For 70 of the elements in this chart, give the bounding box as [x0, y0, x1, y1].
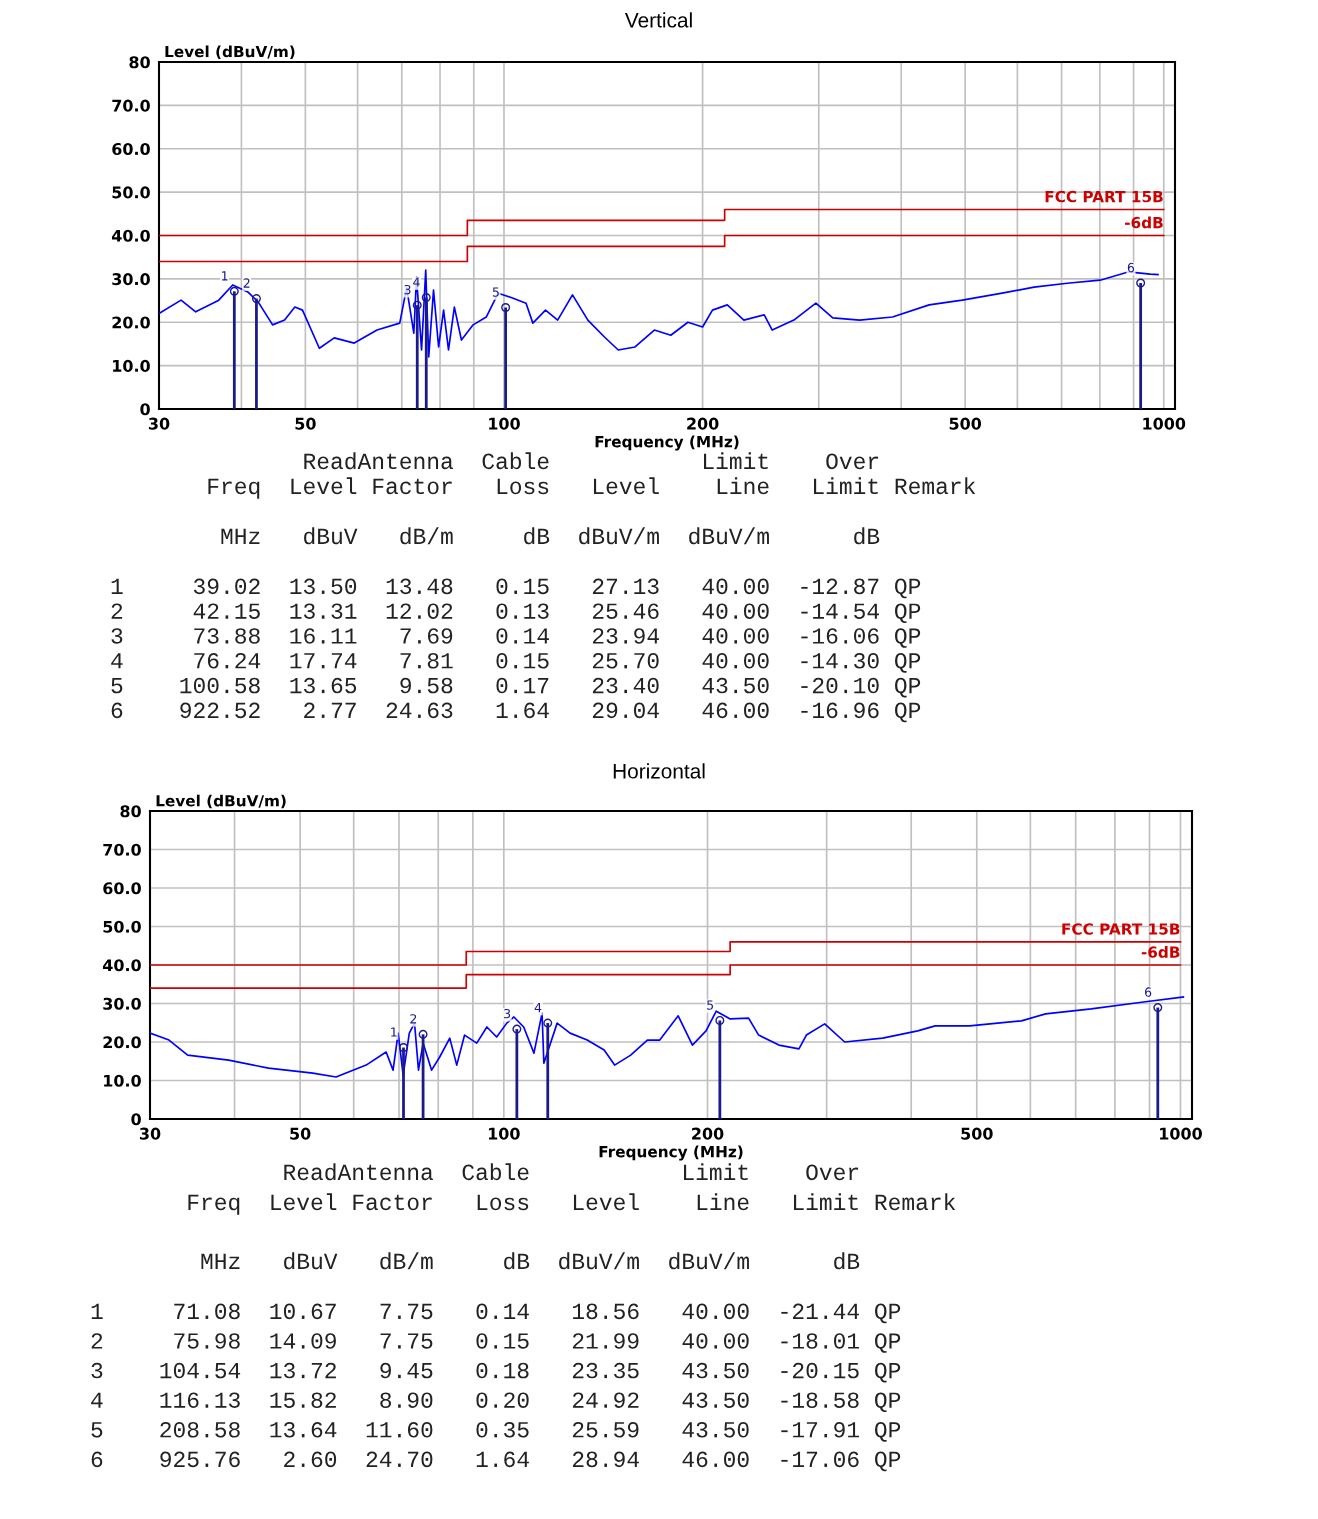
y-tick-label: 20.0	[112, 316, 150, 329]
text: 6 922.52 2.77 24.63 1.64 29.04 46.00 -16.96 QP	[111, 702, 921, 723]
y-tick-label: 60.0	[103, 882, 141, 895]
text: 4 76.24 17.74 7.81 0.15 25.70 40.00 -14.30 QP	[111, 653, 921, 673]
annotation: 3	[504, 1008, 511, 1019]
annotation: 2	[410, 1014, 417, 1024]
text: Freq Level Factor Loss Level Line Limit Remark	[208, 477, 976, 499]
x-tick-label: 500	[949, 417, 982, 430]
annotation: 4	[413, 277, 420, 287]
x-tick-label: 30	[139, 1127, 161, 1140]
y-tick-label: 20.0	[103, 1036, 141, 1049]
annotation: -6dB	[1141, 946, 1180, 958]
text: 3 104.54 13.72 9.45 0.18 23.35 43.50 -20.15 QP	[91, 1362, 901, 1383]
annotation: 5	[492, 287, 499, 297]
text: 6 925.76 2.60 24.70 1.64 28.94 46.00 -17.06 QP	[91, 1451, 901, 1472]
annotation: 3	[404, 284, 411, 295]
text: 5 208.58 13.64 11.60 0.35 25.59 43.50 -17.91 QP	[91, 1422, 901, 1442]
y-tick-label: 80	[120, 805, 141, 818]
text: Freq Level Factor Loss Level Line Limit Remark	[188, 1193, 956, 1215]
annotation: -6dB	[1125, 216, 1163, 229]
y-tick-label: 30.0	[112, 273, 150, 286]
y-tick-label: 50.0	[103, 920, 141, 933]
y-tick-label: 0	[140, 403, 150, 416]
y-axis-title: Level (dBuV/m)	[165, 45, 295, 60]
x-tick-label: 200	[692, 1127, 724, 1140]
y-tick-label: 0	[131, 1113, 141, 1126]
y-tick-label: 10.0	[113, 359, 150, 372]
x-tick-label: 50	[290, 1127, 311, 1140]
text: ReadAntenna Cable Limit Over	[284, 1163, 859, 1181]
y-tick-label: 80	[129, 56, 150, 69]
text: ReadAntenna Cable Limit Over	[304, 452, 879, 470]
text: 3 73.88 16.11 7.69 0.14 23.94 40.00 -16.06 QP	[111, 628, 921, 648]
text: MHz dBuV dB/m dB dBuV/m dBuV/m dB	[221, 527, 880, 545]
y-tick-label: 10.0	[104, 1074, 141, 1087]
y-tick-label: 30.0	[103, 997, 141, 1010]
x-tick-label: 100	[488, 1127, 520, 1140]
y-tick-label: 40.0	[111, 229, 150, 242]
x-axis-title: Frequency (MHz)	[599, 1145, 743, 1161]
text: 2 75.98 14.09 7.75 0.15 21.99 40.00 -18.01 QP	[91, 1333, 901, 1353]
x-tick-label: 50	[295, 417, 316, 430]
x-tick-label: 1000	[1160, 1127, 1202, 1140]
annotation: 6	[1144, 987, 1152, 997]
x-tick-label: 500	[961, 1127, 993, 1140]
annotation: 4	[534, 1003, 542, 1013]
y-tick-label: 60.0	[112, 142, 150, 156]
annotation: 5	[707, 1000, 714, 1010]
text: 5 100.58 13.65 9.58 0.17 23.40 43.50 -20.10 QP	[111, 677, 921, 698]
chart-title: Vertical	[624, 12, 692, 28]
y-tick-label: 50.0	[112, 186, 150, 199]
y-tick-label: 70.0	[103, 843, 141, 856]
text: 2 42.15 13.31 12.02 0.13 25.46 40.00 -14.54 QP	[111, 603, 921, 624]
y-axis-title: Level (dBuV/m)	[156, 794, 286, 809]
x-tick-label: 1000	[1143, 417, 1186, 430]
text: MHz dBuV dB/m dB dBuV/m dBuV/m dB	[201, 1252, 860, 1270]
text: 1 71.08 10.67 7.75 0.14 18.56 40.00 -21.44 QP	[91, 1303, 901, 1324]
annotation: 1	[222, 271, 228, 281]
x-tick-label: 200	[687, 417, 719, 430]
text: 4 116.13 15.82 8.90 0.20 24.92 43.50 -18.58 QP	[91, 1392, 901, 1413]
x-tick-label: 30	[148, 417, 170, 430]
annotation: 1	[391, 1027, 397, 1037]
y-tick-label: 70.0	[112, 99, 150, 112]
annotation: 2	[243, 278, 250, 288]
chart-title: Horizontal	[613, 763, 705, 779]
annotation: FCC PART 15B	[1062, 923, 1180, 935]
text: 1 39.02 13.50 13.48 0.15 27.13 40.00 -12.87 QP	[111, 578, 921, 599]
x-axis-title: Frequency (MHz)	[595, 435, 739, 451]
x-tick-label: 100	[489, 417, 520, 430]
annotation: FCC PART 15B	[1045, 190, 1163, 203]
annotation: 6	[1127, 262, 1135, 273]
y-tick-label: 40.0	[102, 959, 141, 972]
